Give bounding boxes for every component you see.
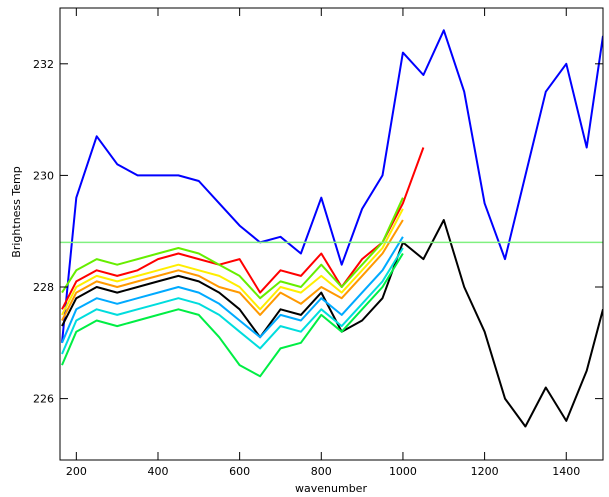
series-line-3 [61,208,404,316]
series-line-5 [61,219,603,428]
y-tick-label-228: 228 [33,281,54,294]
x-tick-label-200: 200 [66,465,87,478]
series-layer [61,29,603,428]
plot-frame [59,7,604,461]
series-line-7 [61,247,404,355]
x-tick-label-1000: 1000 [389,465,417,478]
x-tick-label-600: 600 [229,465,250,478]
y-tick-label-232: 232 [33,58,54,71]
series-line-8 [61,252,404,378]
x-tick-label-1400: 1400 [552,465,580,478]
x-tick-label-800: 800 [311,465,332,478]
tick-layer: 200 400 600 800 1000 1200 1400 226 228 230 232 [33,8,603,478]
x-tick-label-1200: 1200 [471,465,499,478]
y-tick-label-230: 230 [33,169,54,182]
series-line-1 [61,147,425,310]
y-axis-label: Brightness Temp [10,166,23,257]
series-line-6 [61,236,404,344]
series-line-0 [61,29,603,343]
series-line-2 [61,219,404,321]
x-axis-label: wavenumber [295,482,367,495]
series-line-4 [61,197,404,300]
x-tick-label-400: 400 [147,465,168,478]
y-tick-label-226: 226 [33,393,54,406]
